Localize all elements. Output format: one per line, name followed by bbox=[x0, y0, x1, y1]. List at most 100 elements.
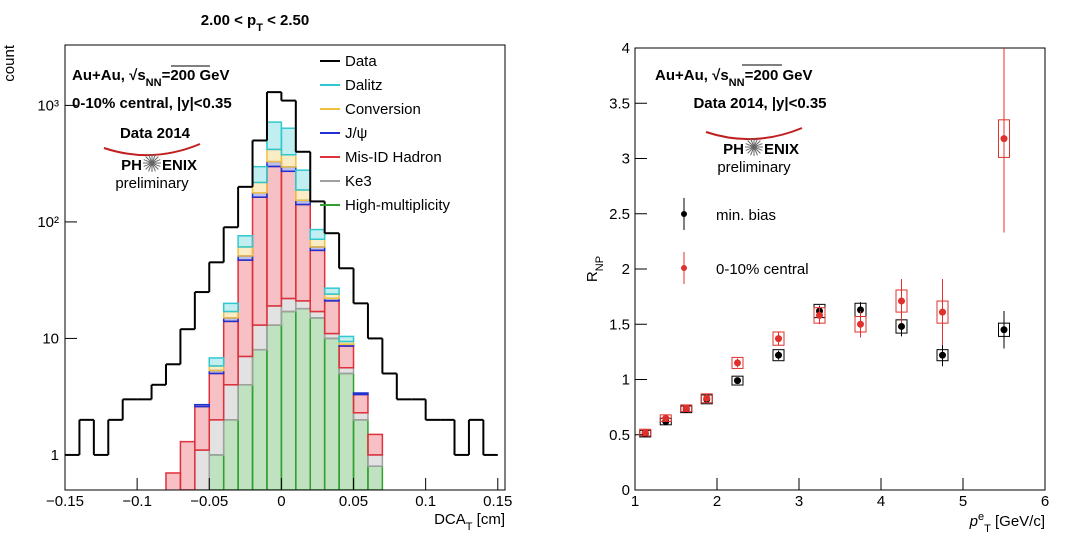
stack-segment bbox=[208, 357, 225, 367]
x-axis-label-part: e bbox=[978, 511, 984, 523]
syst-box bbox=[731, 375, 744, 386]
stack-segment bbox=[194, 449, 211, 490]
stack-segment bbox=[309, 228, 326, 240]
stack-segment bbox=[367, 465, 384, 490]
x-tick-label: −0.15 bbox=[46, 493, 84, 510]
x-axis-label-part: T bbox=[984, 523, 991, 535]
stack-segment bbox=[266, 165, 283, 307]
stack-segment bbox=[323, 300, 340, 335]
annotation-part: Au+Au, bbox=[655, 67, 712, 84]
point bbox=[939, 351, 946, 359]
stack-segment bbox=[237, 235, 254, 248]
legend-label: Data bbox=[345, 53, 377, 70]
point bbox=[816, 311, 823, 319]
x-tick-label: 2 bbox=[713, 493, 721, 510]
point bbox=[734, 359, 741, 367]
stack-segment bbox=[338, 345, 355, 369]
x-tick-label: 0.15 bbox=[483, 493, 512, 510]
stack-segment bbox=[251, 181, 268, 194]
y-axis-label: count bbox=[1, 44, 18, 82]
chart-title: 2.00 < pT < 2.50 bbox=[201, 12, 309, 34]
point bbox=[775, 335, 782, 343]
y-tick-label: 3 bbox=[622, 151, 630, 168]
stack-segment bbox=[338, 372, 355, 490]
stack-segment bbox=[208, 454, 225, 490]
stack-segment bbox=[295, 169, 311, 191]
logo-text: ENIX bbox=[764, 141, 799, 158]
stack-segment bbox=[266, 148, 283, 163]
stack-segment bbox=[237, 355, 254, 386]
chart-title-part: < 2.50 bbox=[263, 12, 309, 29]
logo-sub: preliminary bbox=[717, 159, 791, 176]
x-tick-label: 4 bbox=[877, 493, 885, 510]
x-axis-label-part: [GeV/c] bbox=[991, 513, 1045, 530]
annotation-part: √s bbox=[129, 67, 146, 84]
stack-segment bbox=[280, 154, 297, 168]
stack-segment bbox=[280, 127, 297, 156]
annotation-part: =200 GeV bbox=[745, 67, 813, 84]
right-panel: 1 2 3 4 5 6 0 0.5 1 1.5 2 2.5 3 3.5 4 min. bias 0-10% ce… bbox=[584, 40, 1049, 535]
annotation-part: Data 2014 bbox=[120, 125, 191, 142]
stack-segment bbox=[309, 310, 326, 319]
chart-title-part: T bbox=[256, 22, 263, 34]
logo-sub: preliminary bbox=[115, 175, 189, 192]
legend-label: min. bias bbox=[716, 207, 776, 224]
legend-label: Dalitz bbox=[345, 77, 383, 94]
stack-segment bbox=[323, 287, 340, 295]
y-tick-label: 1 bbox=[622, 372, 630, 389]
stack-segment bbox=[222, 419, 239, 490]
y-tick-label: 10 bbox=[42, 330, 59, 347]
stack-segment bbox=[367, 433, 384, 456]
stack-segment bbox=[309, 249, 326, 313]
stack-segment bbox=[295, 307, 311, 490]
annotation-part: =200 GeV bbox=[162, 67, 230, 84]
plot-area bbox=[639, 48, 1010, 438]
stack-segment bbox=[280, 170, 297, 300]
stack-segment bbox=[165, 472, 182, 490]
stack-segment bbox=[266, 324, 283, 490]
stack-segment bbox=[309, 238, 326, 248]
y-tick-label: 10³ bbox=[37, 97, 59, 114]
legend-marker bbox=[681, 211, 687, 217]
legend-label: J/ψ bbox=[345, 125, 367, 142]
point bbox=[703, 394, 711, 402]
logo-text: PH bbox=[723, 141, 744, 158]
logo-star bbox=[143, 159, 161, 167]
stack-segment bbox=[179, 440, 196, 490]
stack-segment bbox=[352, 419, 369, 490]
stack-segment bbox=[208, 419, 225, 456]
point bbox=[775, 351, 782, 359]
annotation-part: NN bbox=[146, 77, 162, 89]
stack-segment bbox=[266, 121, 283, 151]
x-axis-label-part: [cm] bbox=[473, 511, 506, 528]
stack-segment bbox=[251, 324, 268, 351]
stack-segment bbox=[237, 246, 254, 257]
legend-marker bbox=[681, 265, 687, 271]
y-axis-label-part: NP bbox=[594, 256, 606, 271]
y-tick-label: 2.5 bbox=[609, 206, 630, 223]
stack-segment bbox=[222, 302, 239, 313]
x-tick-label: 5 bbox=[959, 493, 967, 510]
x-axis-label: peT [GeV/c] bbox=[969, 511, 1045, 535]
stack-segment bbox=[338, 367, 355, 375]
annotation-part: √s bbox=[712, 67, 729, 84]
syst-box bbox=[700, 393, 713, 404]
stack-segment bbox=[194, 405, 211, 451]
annotation: 0-10% central, |y|<0.35 bbox=[72, 95, 232, 112]
stack-segment bbox=[251, 348, 268, 490]
point bbox=[857, 306, 864, 314]
stack-segment bbox=[237, 384, 254, 490]
stack-segment bbox=[237, 259, 254, 358]
stack-segment bbox=[323, 337, 340, 490]
logo-text: PH bbox=[121, 157, 142, 174]
y-tick-label: 4 bbox=[622, 40, 630, 57]
legend-label: Mis-ID Hadron bbox=[345, 149, 442, 166]
stack-segment bbox=[222, 384, 239, 421]
stack-segment bbox=[266, 305, 283, 326]
y-tick-label: 10² bbox=[37, 214, 59, 231]
point bbox=[662, 414, 670, 422]
x-tick-label: 0 bbox=[277, 493, 285, 510]
x-tick-label: 3 bbox=[795, 493, 803, 510]
x-tick-label: 0.05 bbox=[339, 493, 368, 510]
